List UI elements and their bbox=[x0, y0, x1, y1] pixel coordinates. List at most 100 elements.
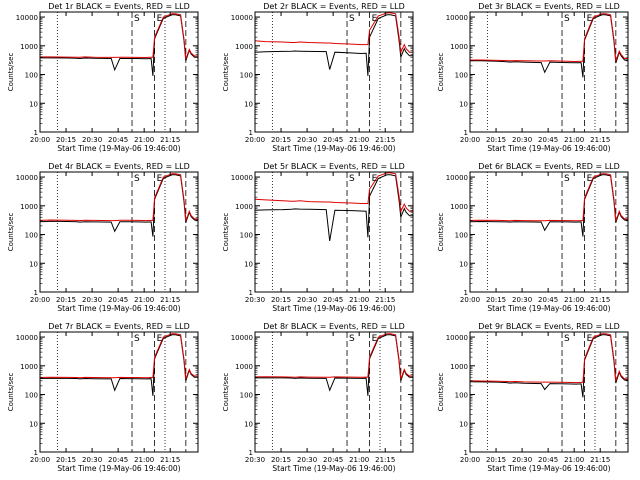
x-tick-label: 21:15 bbox=[375, 136, 395, 144]
y-tick-label: 100 bbox=[240, 392, 253, 400]
y-tick-label: 1 bbox=[464, 129, 468, 137]
y-tick-label: 100 bbox=[455, 232, 468, 240]
y-tick-label: 10000 bbox=[16, 14, 38, 22]
y-tick-label: 10000 bbox=[16, 334, 38, 342]
panel-det-4: Det 4r BLACK = Events, RED = LLD S E 1 10 100… bbox=[7, 162, 199, 313]
x-tick-label: 20:45 bbox=[108, 456, 128, 464]
y-tick-label: 100 bbox=[455, 392, 468, 400]
y-tick-label: 10000 bbox=[16, 174, 38, 182]
annotation-s: S bbox=[134, 334, 140, 344]
x-tick-label: 21:00 bbox=[349, 296, 369, 304]
annotation-e: E bbox=[587, 174, 593, 184]
annotation-s: S bbox=[564, 14, 570, 24]
x-tick-label: 20:15 bbox=[56, 136, 76, 144]
annotation-e: E bbox=[372, 174, 378, 184]
y-tick-label: 1000 bbox=[20, 363, 38, 371]
plot-frame bbox=[39, 331, 199, 453]
y-axis-title: Counts/sec bbox=[7, 373, 15, 412]
y-tick-label: 10000 bbox=[446, 14, 468, 22]
y-tick-label: 100 bbox=[25, 72, 38, 80]
x-tick-label: 20:30 bbox=[297, 296, 317, 304]
x-tick-label: 21:15 bbox=[160, 136, 180, 144]
series-lld-line bbox=[40, 13, 198, 60]
series-events-line bbox=[255, 14, 413, 76]
series-events-line bbox=[255, 174, 413, 241]
x-axis-title: Start Time (19-May-06 19:46:00) bbox=[57, 144, 180, 153]
y-tick-label: 100 bbox=[25, 232, 38, 240]
x-tick-label: 20:15 bbox=[486, 296, 506, 304]
x-tick-label: 20:30 bbox=[245, 456, 265, 464]
y-tick-label: 1 bbox=[34, 449, 38, 457]
x-axis-title: Start Time (19-May-06 19:46:00) bbox=[272, 464, 395, 473]
x-tick-label: 21:15 bbox=[590, 136, 610, 144]
y-tick-label: 10 bbox=[244, 100, 253, 108]
y-tick-label: 10 bbox=[29, 100, 38, 108]
x-tick-label: 20:30 bbox=[512, 456, 532, 464]
panel-det-3: Det 3r BLACK = Events, RED = LLD S E 1 10 100… bbox=[437, 2, 629, 153]
series-events-line bbox=[40, 334, 198, 396]
annotation-e: E bbox=[587, 14, 593, 24]
y-tick-label: 10000 bbox=[446, 334, 468, 342]
x-tick-label: 20:15 bbox=[56, 456, 76, 464]
annotation-e: E bbox=[157, 174, 163, 184]
y-tick-label: 10 bbox=[244, 420, 253, 428]
series-lld-line bbox=[255, 172, 413, 213]
y-axis-title: Counts/sec bbox=[222, 213, 230, 252]
x-axis-title: Start Time (19-May-06 19:46:00) bbox=[487, 144, 610, 153]
y-tick-label: 1000 bbox=[450, 203, 468, 211]
x-tick-label: 20:45 bbox=[323, 296, 343, 304]
x-tick-label: 21:15 bbox=[375, 296, 395, 304]
x-tick-label: 20:30 bbox=[297, 456, 317, 464]
x-tick-label: 21:00 bbox=[564, 456, 584, 464]
x-tick-label: 20:30 bbox=[512, 136, 532, 144]
x-axis-title: Start Time (19-May-06 19:46:00) bbox=[272, 144, 395, 153]
panel-title: Det 9r BLACK = Events, RED = LLD bbox=[478, 322, 620, 331]
y-tick-label: 1000 bbox=[235, 43, 253, 51]
x-axis-title: Start Time (19-May-06 19:46:00) bbox=[272, 304, 395, 313]
x-tick-label: 20:15 bbox=[271, 456, 291, 464]
x-tick-label: 20:15 bbox=[56, 296, 76, 304]
y-axis-title: Counts/sec bbox=[222, 373, 230, 412]
y-tick-label: 10 bbox=[459, 260, 468, 268]
y-tick-label: 1 bbox=[249, 449, 253, 457]
x-tick-label: 20:30 bbox=[82, 456, 102, 464]
plot-frame bbox=[469, 11, 629, 133]
panel-title: Det 1r BLACK = Events, RED = LLD bbox=[48, 2, 190, 11]
y-axis-title: Counts/sec bbox=[7, 53, 15, 92]
annotation-e: E bbox=[157, 334, 163, 344]
x-axis-title: Start Time (19-May-06 19:46:00) bbox=[487, 464, 610, 473]
panel-det-7: Det 7r BLACK = Events, RED = LLD S E 1 10 100… bbox=[7, 322, 199, 473]
plot-frame bbox=[254, 331, 414, 453]
x-tick-label: 20:15 bbox=[271, 136, 291, 144]
panel-title: Det 6r BLACK = Events, RED = LLD bbox=[478, 162, 620, 171]
y-tick-label: 1000 bbox=[235, 203, 253, 211]
annotation-s: S bbox=[349, 174, 355, 184]
y-tick-label: 1000 bbox=[20, 43, 38, 51]
x-tick-label: 20:45 bbox=[538, 296, 558, 304]
annotation-s: S bbox=[349, 14, 355, 24]
y-tick-label: 100 bbox=[455, 72, 468, 80]
annotation-e: E bbox=[372, 14, 378, 24]
panel-title: Det 5r BLACK = Events, RED = LLD bbox=[263, 162, 405, 171]
annotation-s: S bbox=[349, 334, 355, 344]
x-axis-title: Start Time (19-May-06 19:46:00) bbox=[57, 304, 180, 313]
panel-det-2: Det 2r BLACK = Events, RED = LLD S E 1 10 100… bbox=[222, 2, 414, 153]
series-lld-line bbox=[470, 173, 628, 222]
x-tick-label: 20:00 bbox=[460, 296, 480, 304]
x-tick-label: 20:45 bbox=[108, 296, 128, 304]
y-tick-label: 1000 bbox=[450, 363, 468, 371]
series-events-line bbox=[255, 334, 413, 396]
annotation-s: S bbox=[564, 334, 570, 344]
x-tick-label: 21:15 bbox=[375, 456, 395, 464]
y-axis-title: Counts/sec bbox=[222, 53, 230, 92]
panel-det-1: Det 1r BLACK = Events, RED = LLD S E 1 10 100… bbox=[7, 2, 199, 153]
panel-title: Det 2r BLACK = Events, RED = LLD bbox=[263, 2, 405, 11]
x-tick-label: 20:30 bbox=[512, 296, 532, 304]
y-tick-label: 1000 bbox=[235, 363, 253, 371]
series-events-line bbox=[40, 174, 198, 237]
series-events-line bbox=[470, 14, 628, 78]
y-tick-label: 10 bbox=[244, 260, 253, 268]
y-axis-title: Counts/sec bbox=[437, 53, 445, 92]
series-lld-line bbox=[40, 173, 198, 222]
